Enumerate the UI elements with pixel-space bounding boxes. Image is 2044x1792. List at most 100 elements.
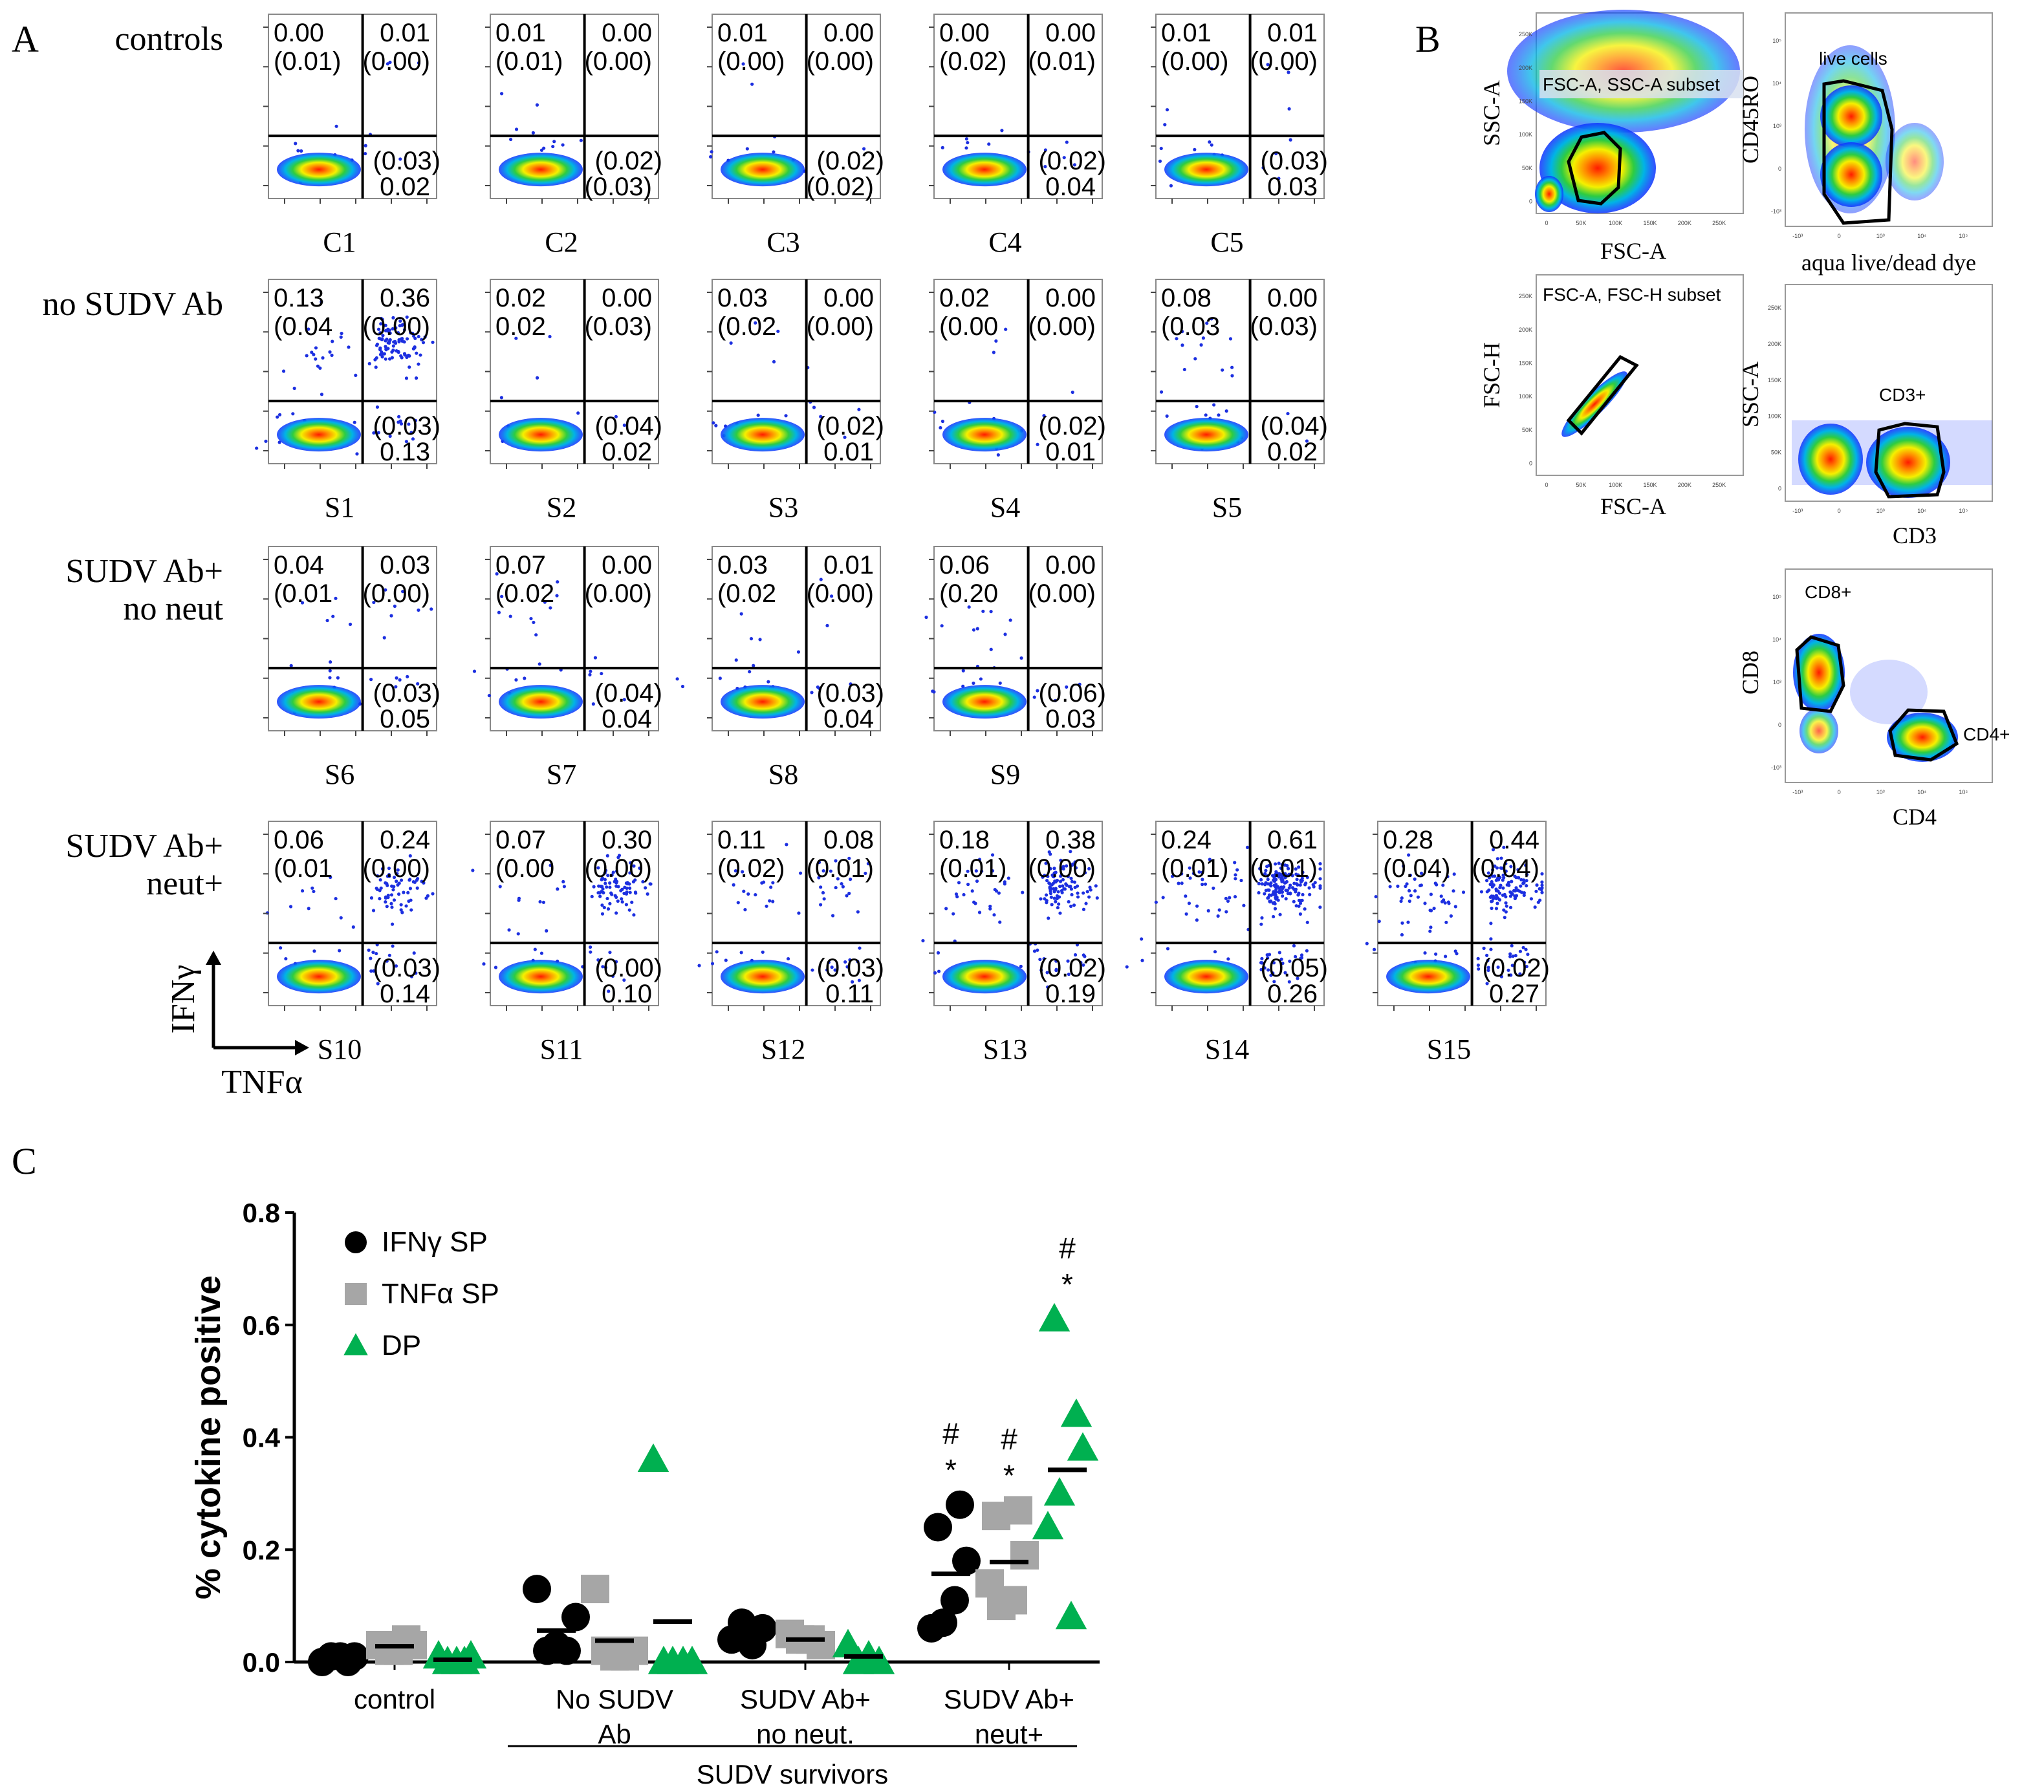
event-dot <box>675 677 679 681</box>
event-dot <box>589 950 593 954</box>
density-cloud <box>1798 424 1863 495</box>
y-tick-label: 0.6 <box>243 1310 280 1341</box>
event-dot <box>1502 845 1506 849</box>
event-dot <box>538 900 542 904</box>
event-dot <box>1430 909 1433 912</box>
quadrant-value: (0.00) <box>807 312 875 341</box>
event-dot <box>404 440 408 444</box>
flow-plot-s7: 0.07(0.02 0.00(0.00) (0.04)0.04 S7 <box>472 546 662 790</box>
y-axis-label: SSC-A <box>1737 362 1763 427</box>
event-dot <box>821 891 825 895</box>
event-dot <box>1446 874 1450 879</box>
event-dot <box>371 909 376 912</box>
event-dot <box>596 866 600 870</box>
event-dot <box>1504 869 1508 873</box>
event-dot <box>1522 881 1526 885</box>
quadrant-value: (0.03) <box>585 173 653 201</box>
event-dot <box>1504 861 1508 866</box>
event-dot <box>1488 895 1492 899</box>
event-dot <box>1094 884 1098 888</box>
event-dot <box>1069 850 1072 854</box>
event-dot <box>277 413 282 416</box>
event-dot <box>1050 903 1054 907</box>
event-dot <box>1281 894 1285 898</box>
event-dot <box>1406 920 1410 924</box>
event-dot <box>1221 368 1224 372</box>
event-dot <box>600 876 605 880</box>
event-dot <box>736 901 740 905</box>
event-dot <box>399 878 404 882</box>
event-dot <box>1265 953 1269 957</box>
event-dot <box>376 431 380 435</box>
event-dot <box>1526 953 1530 956</box>
event-dot <box>610 873 614 877</box>
quadrant-value: 0.01 <box>1161 19 1212 47</box>
tick-label: 100K <box>1768 413 1781 420</box>
event-dot <box>724 958 728 962</box>
group-label: neut+ <box>975 1719 1043 1749</box>
event-dot <box>680 684 685 689</box>
event-dot <box>739 612 743 616</box>
event-dot <box>394 326 398 330</box>
event-dot <box>605 896 609 901</box>
quadrant-value: (0.01) <box>1250 854 1318 883</box>
event-dot <box>392 898 397 902</box>
quadrant-value: (0.03) <box>817 679 885 707</box>
density-cloud <box>499 685 583 719</box>
event-dot <box>1297 865 1301 869</box>
tick-label: 10³ <box>1876 508 1885 514</box>
event-dot <box>1180 872 1184 876</box>
data-point <box>581 1575 609 1604</box>
event-dot <box>940 624 944 628</box>
event-dot <box>1513 889 1517 893</box>
event-dot <box>1271 914 1276 919</box>
event-dot <box>376 327 381 331</box>
event-dot <box>399 354 403 358</box>
event-dot <box>994 889 999 893</box>
event-dot <box>1423 951 1427 955</box>
event-dot <box>353 420 356 424</box>
tick-label: 250K <box>1768 305 1781 311</box>
event-dot <box>1318 862 1322 866</box>
event-dot <box>1072 880 1077 884</box>
event-dot <box>1095 896 1099 900</box>
tick-label: 200K <box>1768 341 1781 347</box>
event-dot <box>599 884 603 889</box>
event-dot <box>1059 858 1063 862</box>
event-dot <box>1400 933 1404 937</box>
event-dot <box>1062 156 1066 160</box>
event-dot <box>1492 883 1495 887</box>
event-dot <box>718 676 722 680</box>
event-dot <box>307 907 310 911</box>
event-dot <box>1180 881 1184 885</box>
event-dot <box>321 356 325 360</box>
quadrant-value: (0.00) <box>1161 47 1229 76</box>
event-dot <box>622 698 626 702</box>
event-dot <box>1036 689 1039 693</box>
event-dot <box>328 669 332 673</box>
event-dot <box>1062 887 1066 891</box>
event-dot <box>980 869 984 873</box>
event-dot <box>1305 949 1309 953</box>
event-dot <box>729 341 733 345</box>
event-dot <box>380 867 384 871</box>
event-dot <box>743 908 747 912</box>
event-dot <box>373 358 377 362</box>
event-dot <box>1184 912 1188 916</box>
event-dot <box>1242 903 1246 907</box>
event-dot <box>786 956 790 961</box>
event-dot <box>974 869 978 873</box>
event-dot <box>1318 905 1322 909</box>
quadrant-value: 0.00 <box>1267 284 1318 312</box>
event-dot <box>1163 123 1167 127</box>
event-dot <box>277 440 281 444</box>
event-dot <box>940 146 944 149</box>
event-dot <box>310 886 314 890</box>
event-dot <box>514 127 519 131</box>
event-dot <box>1484 879 1489 883</box>
event-dot <box>320 393 324 396</box>
event-dot <box>1228 337 1233 341</box>
event-dot <box>1279 957 1283 961</box>
quadrant-value: 0.00 <box>602 19 652 47</box>
